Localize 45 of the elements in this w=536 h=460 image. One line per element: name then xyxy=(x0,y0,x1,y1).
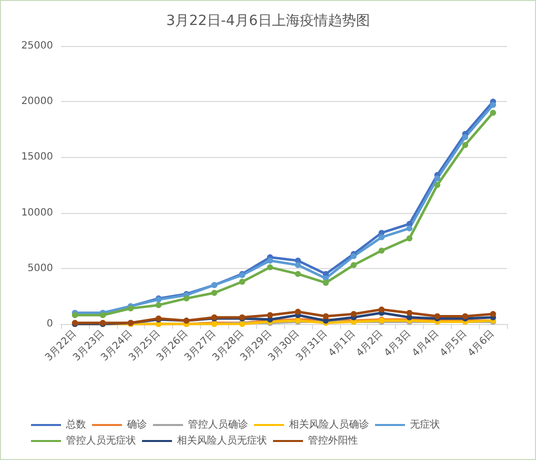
point xyxy=(350,310,357,317)
y-tick-label: 10000 xyxy=(21,207,53,218)
point xyxy=(434,175,440,182)
y-tick-label: 25000 xyxy=(21,40,53,52)
point xyxy=(211,290,218,296)
point xyxy=(294,262,301,268)
legend-label: 相关风险人员无症状 xyxy=(177,434,267,446)
point xyxy=(378,248,385,254)
point xyxy=(406,310,412,316)
point xyxy=(378,306,385,313)
point xyxy=(490,102,496,108)
point xyxy=(100,312,106,318)
point xyxy=(490,310,496,317)
point xyxy=(239,278,246,285)
point xyxy=(350,253,357,260)
point xyxy=(490,110,496,116)
point xyxy=(156,302,162,308)
point xyxy=(462,134,468,140)
y-tick-label: 15000 xyxy=(21,152,53,163)
point xyxy=(378,234,385,240)
point xyxy=(434,182,440,188)
point xyxy=(322,313,329,320)
point xyxy=(350,262,357,268)
y-tick-label: 5000 xyxy=(28,262,53,274)
y-tick-label: 0 xyxy=(46,318,53,330)
point xyxy=(406,225,412,232)
point xyxy=(406,235,412,242)
point xyxy=(183,295,190,302)
point xyxy=(294,270,301,277)
chart-title: 3月22日-4月6日上海疫情趋势图 xyxy=(166,13,370,29)
legend-label: 无症状 xyxy=(410,418,440,430)
point xyxy=(72,312,78,318)
legend-label: 管控外阳性 xyxy=(308,434,358,446)
legend-label: 管控人员确诊 xyxy=(188,418,248,430)
legend-label: 相关风险人员确诊 xyxy=(289,418,369,430)
legend-label: 确诊 xyxy=(126,418,147,430)
legend-label: 管控人员无症状 xyxy=(66,434,136,446)
y-tick-label: 20000 xyxy=(21,96,53,108)
point xyxy=(267,258,274,264)
point xyxy=(462,142,468,148)
point xyxy=(322,280,329,286)
point xyxy=(294,308,301,315)
point xyxy=(267,264,274,270)
point xyxy=(267,312,274,318)
legend-label: 总数 xyxy=(65,418,86,430)
